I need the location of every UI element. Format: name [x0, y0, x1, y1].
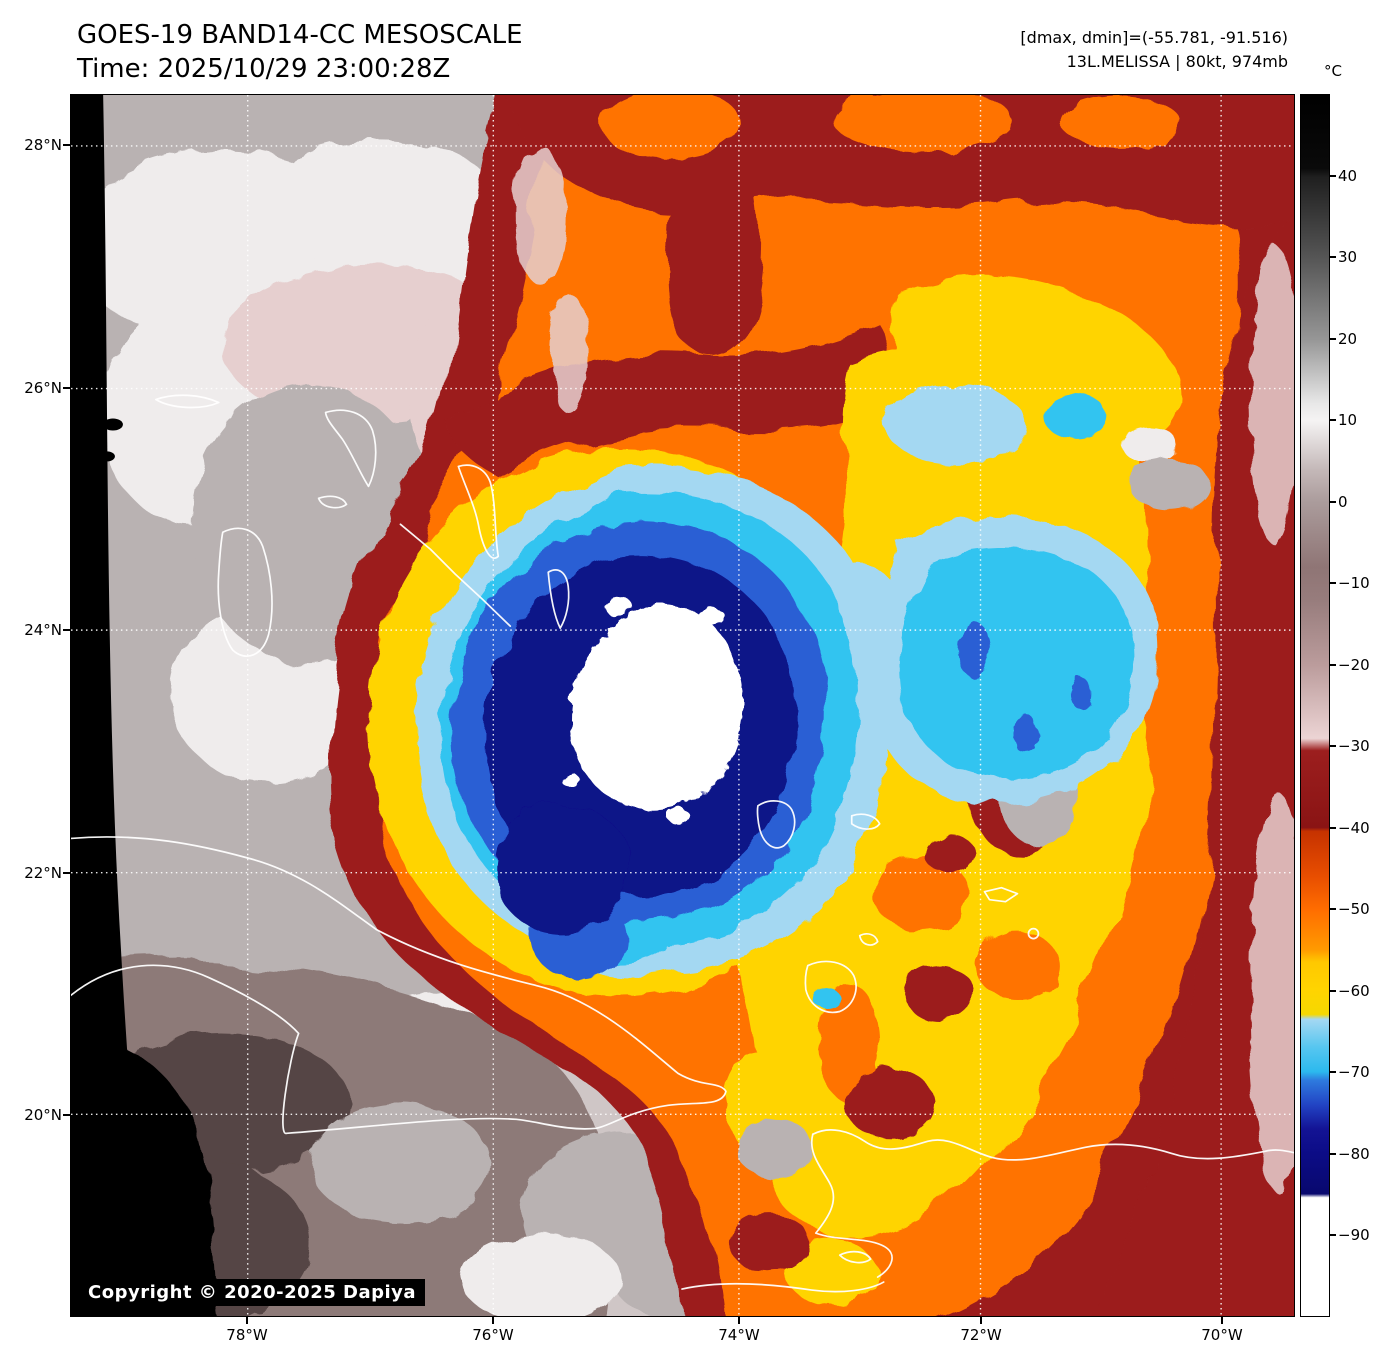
colorbar-tick-label: 10	[1338, 411, 1358, 430]
colorbar-tick-mark	[1330, 500, 1336, 503]
lat-tick-mark	[63, 872, 70, 875]
coast-cat-island	[547, 569, 570, 629]
colorbar-tick-mark	[1330, 1234, 1336, 1237]
coast-new-providence	[317, 495, 348, 509]
storm-info-label: 13L.MELISSA | 80kt, 974mb	[1066, 52, 1288, 71]
lat-tick-label: 20°N	[24, 1106, 62, 1125]
lat-tick-mark	[63, 1114, 70, 1117]
colorbar-tick-mark	[1330, 419, 1336, 422]
coast-gonave	[838, 1250, 872, 1264]
colorbar-tick-mark	[1330, 174, 1336, 177]
colorbar-tick-label: 20	[1338, 329, 1358, 348]
colorbar-tick-label: 40	[1338, 166, 1358, 185]
colorbar-tick-label: −50	[1338, 900, 1370, 919]
colorbar-tick-label: 30	[1338, 248, 1358, 267]
coast-mayaguana	[850, 813, 881, 830]
colorbar-tick-mark	[1330, 1152, 1336, 1155]
coast-little-inagua	[858, 933, 879, 946]
coast-grand-bahama	[155, 394, 220, 409]
lon-tick-label: 76°W	[472, 1326, 514, 1344]
colorbar-tick-label: −90	[1338, 1226, 1370, 1245]
colorbar-tick-mark	[1330, 745, 1336, 748]
lon-tick-mark	[980, 1317, 983, 1324]
coast-exuma-chain	[399, 523, 512, 627]
coast-hispaniola-north	[811, 1129, 1294, 1161]
coast-abaco	[324, 409, 377, 488]
coast-eleuthera	[457, 464, 500, 559]
lon-tick-mark	[491, 1317, 494, 1324]
cloud-blobs-white-south	[460, 1233, 621, 1316]
coast-tiburon	[681, 1281, 885, 1293]
lon-tick-label: 72°W	[960, 1326, 1002, 1344]
colorbar-tick-label: −60	[1338, 981, 1370, 1000]
colorbar-tick-mark	[1330, 663, 1336, 666]
graticule-grid	[71, 95, 1294, 1316]
pink-streaks	[515, 144, 1294, 1194]
warm-white-pockets	[1121, 426, 1178, 463]
coast-cuba	[71, 836, 727, 1135]
lon-tick-mark	[246, 1317, 248, 1324]
scan-edge-black	[71, 95, 220, 1316]
lat-tick-label: 24°N	[24, 621, 62, 640]
coastlines	[71, 394, 1294, 1293]
colorbar-tick-label: −20	[1338, 655, 1370, 674]
colorbar-tick-label: −40	[1338, 818, 1370, 837]
colorbar-tick-mark	[1330, 256, 1336, 259]
colorbar-tick-label: 0	[1338, 492, 1348, 511]
colorbar-tick-mark	[1330, 582, 1336, 585]
colorbar-tick-label: −30	[1338, 737, 1370, 756]
page-title: GOES-19 BAND14-CC MESOSCALE	[77, 20, 523, 50]
lon-tick-label: 78°W	[226, 1326, 268, 1344]
lon-tick-mark	[1220, 1317, 1223, 1324]
coast-great-inagua	[804, 960, 857, 1014]
colorbar-tick-label: −80	[1338, 1144, 1370, 1163]
lon-tick-label: 70°W	[1201, 1326, 1243, 1344]
coast-haiti-west	[810, 1133, 893, 1278]
lat-tick-mark	[63, 143, 70, 146]
temperature-colorbar	[1300, 94, 1330, 1317]
colorbar-tick-label: −70	[1338, 1063, 1370, 1082]
coast-caicos	[983, 886, 1019, 903]
timestamp-label: Time: 2025/10/29 23:00:28Z	[77, 54, 451, 84]
copyright-badge: Copyright © 2020-2025 Dapiya	[79, 1279, 426, 1306]
dmax-dmin-label: [dmax, dmin]=(-55.781, -91.516)	[1020, 28, 1288, 47]
info-block: [dmax, dmin]=(-55.781, -91.516) 13L.MELI…	[1020, 26, 1288, 74]
colorbar-tick-label: −10	[1338, 574, 1370, 593]
colorbar-tick-mark	[1330, 908, 1336, 911]
colorbar-tick-mark	[1330, 826, 1336, 829]
satellite-map: Copyright © 2020-2025 Dapiya	[70, 94, 1295, 1317]
colorbar-tick-mark	[1330, 989, 1336, 992]
coast-turks	[1027, 927, 1040, 940]
coast-andros	[217, 527, 273, 657]
east-blue-specks	[958, 622, 1092, 754]
coast-acklins	[756, 800, 796, 849]
lon-tick-label: 74°W	[718, 1326, 760, 1344]
lat-tick-mark	[63, 629, 70, 632]
lon-tick-mark	[737, 1317, 740, 1324]
lat-tick-label: 26°N	[24, 379, 62, 397]
colorbar-unit-label: °C	[1324, 62, 1342, 80]
lat-tick-label: 28°N	[24, 135, 62, 154]
east-cyan-region	[812, 394, 1133, 1009]
colorbar-tick-mark	[1330, 1071, 1336, 1074]
lat-tick-label: 22°N	[24, 864, 62, 883]
colorbar-tick-mark	[1330, 337, 1336, 340]
lat-tick-mark	[63, 387, 70, 389]
eye-white-overcast	[561, 596, 743, 824]
satellite-image-canvas	[71, 95, 1294, 1316]
